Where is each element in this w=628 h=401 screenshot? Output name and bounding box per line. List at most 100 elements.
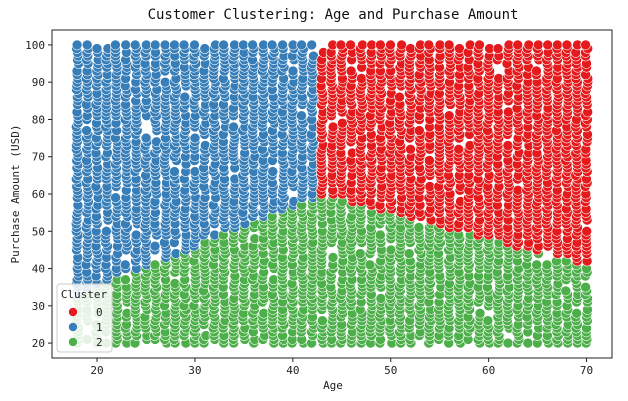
- scatter-point: [581, 226, 593, 237]
- legend-label-0: 0: [96, 306, 103, 319]
- scatter-point: [403, 248, 415, 259]
- scatter-point: [532, 39, 544, 51]
- y-tick-label: 30: [32, 300, 45, 313]
- legend-marker-0: [68, 307, 78, 317]
- scatter-point: [375, 39, 386, 51]
- scatter-point: [474, 39, 485, 51]
- scatter-point: [502, 337, 514, 349]
- scatter-point: [560, 285, 572, 297]
- scatter-point: [424, 155, 435, 166]
- scatter-point: [296, 39, 307, 51]
- x-tick-label: 20: [90, 364, 103, 377]
- scatter-point: [561, 39, 573, 51]
- scatter-point: [502, 140, 514, 151]
- scatter-point: [247, 39, 258, 51]
- scatter-point: [169, 278, 181, 289]
- scatter-point: [434, 39, 446, 51]
- scatter-point: [424, 181, 436, 192]
- scatter-point: [169, 39, 180, 51]
- scatter-point: [81, 39, 93, 51]
- scatter-point: [120, 274, 131, 286]
- scatter-point: [453, 144, 465, 155]
- y-axis-label: Purchase Amount (USD): [9, 124, 22, 263]
- scatter-point: [91, 43, 103, 54]
- scatter-point: [394, 91, 405, 103]
- scatter-point: [356, 73, 367, 84]
- scatter-point: [531, 259, 543, 271]
- scatter-point: [354, 248, 366, 259]
- scatter-point: [140, 132, 152, 144]
- scatter-point: [179, 91, 191, 103]
- y-tick-label: 60: [32, 188, 45, 201]
- scatter-point: [443, 39, 455, 51]
- scatter-point: [482, 315, 494, 327]
- scatter-point: [327, 252, 339, 263]
- scatter-point: [396, 39, 407, 51]
- scatter-point: [474, 307, 486, 319]
- scatter-point: [327, 121, 339, 133]
- scatter-point: [129, 39, 141, 51]
- scatter-point: [413, 222, 425, 233]
- scatter-point: [267, 166, 279, 177]
- scatter-point: [159, 76, 171, 88]
- scatter-point: [405, 43, 416, 54]
- scatter-point: [375, 293, 387, 304]
- legend-title: Cluster: [61, 288, 108, 301]
- scatter-point: [345, 65, 357, 77]
- scatter-point: [159, 39, 171, 51]
- scatter-point: [228, 121, 239, 133]
- scatter-point: [110, 39, 121, 51]
- scatter-point: [423, 39, 435, 51]
- scatter-point: [552, 39, 563, 51]
- scatter-point: [229, 39, 240, 51]
- scatter-point: [238, 39, 249, 51]
- scatter-point: [413, 125, 425, 136]
- scatter-point: [405, 144, 416, 155]
- scatter-point: [101, 226, 112, 237]
- scatter-point: [277, 39, 288, 51]
- scatter-point: [317, 315, 328, 327]
- y-tick-label: 90: [32, 76, 45, 89]
- x-axis-label: Age: [323, 379, 343, 392]
- x-tick-label: 50: [384, 364, 397, 377]
- scatter-point: [492, 43, 504, 54]
- scatter-point: [443, 110, 455, 121]
- y-tick-label: 80: [32, 113, 45, 126]
- scatter-point: [522, 337, 534, 349]
- scatter-point: [580, 39, 591, 51]
- scatter-point: [81, 125, 92, 136]
- scatter-point: [287, 65, 299, 77]
- legend-marker-2: [68, 337, 78, 347]
- scatter-point: [337, 117, 348, 129]
- scatter-point: [149, 39, 161, 51]
- scatter-point: [306, 39, 318, 51]
- scatter-point: [199, 43, 211, 54]
- x-tick-label: 70: [580, 364, 593, 377]
- scatter-point: [149, 259, 161, 271]
- legend-label-1: 1: [96, 321, 103, 334]
- scatter-point: [571, 307, 583, 319]
- scatter-point: [266, 39, 278, 51]
- scatter-point: [531, 65, 542, 77]
- scatter-point: [119, 259, 131, 271]
- scatter-point: [149, 240, 161, 252]
- y-tick-label: 50: [32, 225, 45, 238]
- x-tick-label: 30: [188, 364, 201, 377]
- legend-items: 0 1 2: [68, 306, 103, 349]
- legend-marker-1: [68, 322, 78, 332]
- x-tick-label: 40: [286, 364, 299, 377]
- y-tick-label: 70: [32, 151, 45, 164]
- scatter-point: [335, 39, 347, 51]
- scatter-point: [189, 39, 200, 51]
- scatter-point: [357, 39, 368, 51]
- chart-title: Customer Clustering: Age and Purchase Am…: [148, 7, 519, 23]
- scatter-point: [364, 259, 376, 271]
- legend-box: [56, 283, 113, 353]
- scatter-point: [512, 39, 524, 51]
- y-tick-label: 20: [32, 337, 45, 350]
- scatter-point: [385, 39, 396, 51]
- scatter-point: [541, 259, 553, 271]
